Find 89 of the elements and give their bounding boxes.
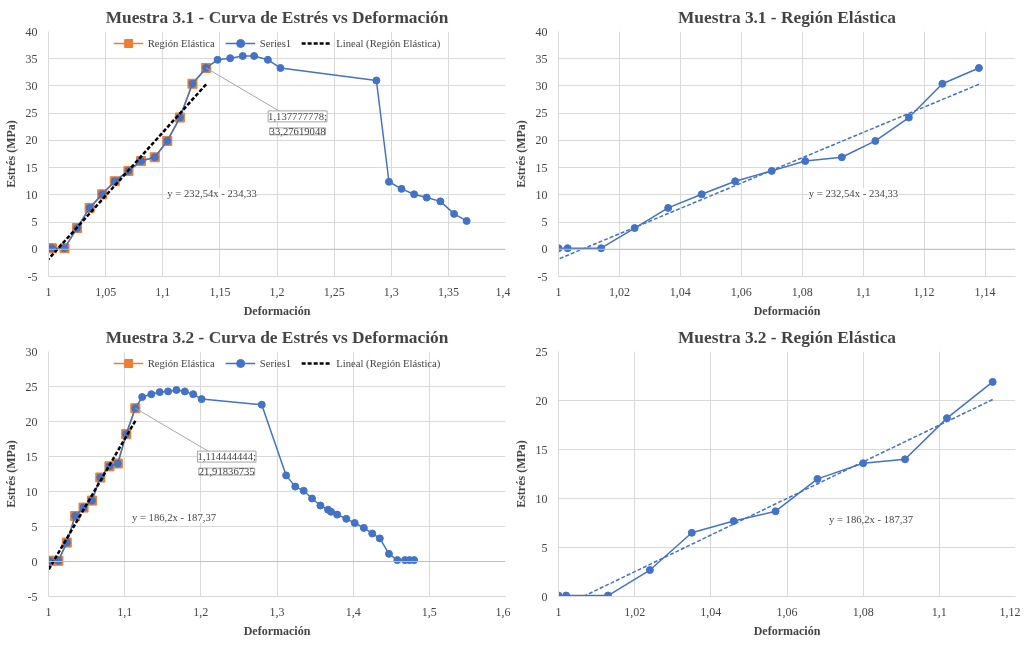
y-tick-label: 20 xyxy=(25,133,38,148)
y-tick-label: 20 xyxy=(25,414,38,429)
x-tick-label: 1,12 xyxy=(999,604,1021,619)
y-axis-title: Estrés (MPa) xyxy=(3,120,18,188)
chart-title: Muestra 3.1 - Región Elástica xyxy=(677,7,897,27)
x-axis-title: Deformación xyxy=(243,303,311,318)
annotation: y = 232,54x - 234,33 xyxy=(167,188,257,200)
x-tick-label: 1,05 xyxy=(95,284,117,299)
x-tick-label: 1 xyxy=(45,604,52,619)
y-tick-label: 0 xyxy=(31,554,38,569)
y-axis-title: Estrés (MPa) xyxy=(513,440,528,508)
annotation: 1,114444444; 21,91836735 xyxy=(197,451,257,478)
y-tick-label: 5 xyxy=(541,215,548,230)
x-tick-label: 1 xyxy=(555,284,562,299)
x-axis-title: Deformación xyxy=(243,623,311,638)
y-tick-label: 25 xyxy=(535,106,548,121)
y-tick-label: 10 xyxy=(535,187,548,202)
y-tick-label: -5 xyxy=(27,589,38,604)
y-tick-label: 5 xyxy=(31,215,38,230)
annotation: y = 232,54x - 234,33 xyxy=(808,188,899,200)
y-tick-label: 25 xyxy=(25,379,38,394)
y-tick-label: 10 xyxy=(25,484,38,499)
y-tick-label: 15 xyxy=(535,442,548,457)
x-tick-label: 1,08 xyxy=(852,604,874,619)
x-tick-label: 1,4 xyxy=(495,284,511,299)
y-tick-label: 20 xyxy=(535,133,548,148)
x-tick-label: 1,25 xyxy=(323,284,345,299)
y-tick-label: 30 xyxy=(25,78,38,93)
x-axis-title: Deformación xyxy=(753,303,821,318)
y-axis-title: Estrés (MPa) xyxy=(513,120,528,188)
legend-label: Lineal (Región Elástica) xyxy=(336,37,441,49)
y-tick-label: 0 xyxy=(541,242,548,257)
y-tick-label: 0 xyxy=(31,242,38,257)
y-tick-label: 20 xyxy=(535,393,548,408)
legend-label: Lineal (Región Elástica) xyxy=(336,357,441,369)
y-tick-label: 10 xyxy=(535,491,548,506)
y-tick-label: -5 xyxy=(537,269,548,284)
x-tick-label: 1,6 xyxy=(495,604,511,619)
y-tick-label: 40 xyxy=(535,24,548,39)
y-tick-label: -5 xyxy=(27,269,38,284)
x-tick-label: 1 xyxy=(45,284,52,299)
x-tick-label: 1,1 xyxy=(155,284,171,299)
legend-label: Región Elástica xyxy=(147,357,215,369)
x-tick-label: 1,14 xyxy=(974,284,996,299)
annotation: 1,137777778; 33,27619048 xyxy=(268,110,328,137)
x-tick-label: 1,3 xyxy=(269,604,285,619)
y-tick-label: 5 xyxy=(541,540,548,555)
legend-label: Series1 xyxy=(259,357,292,369)
y-tick-label: 25 xyxy=(535,344,548,359)
y-tick-label: 35 xyxy=(535,51,548,66)
x-tick-label: 1,1 xyxy=(117,604,133,619)
x-tick-label: 1,15 xyxy=(209,284,231,299)
y-tick-label: 15 xyxy=(25,449,38,464)
x-tick-label: 1,1 xyxy=(855,284,871,299)
x-tick-label: 1,06 xyxy=(730,284,752,299)
chart-title: Muestra 3.1 - Curva de Estrés vs Deformación xyxy=(105,7,449,27)
y-tick-label: 40 xyxy=(25,24,38,39)
x-tick-label: 1,02 xyxy=(624,604,646,619)
legend-label: Región Elástica xyxy=(147,37,215,49)
x-tick-label: 1,02 xyxy=(608,284,630,299)
x-tick-label: 1,2 xyxy=(269,284,285,299)
y-tick-label: 35 xyxy=(25,51,38,66)
y-axis-title: Estrés (MPa) xyxy=(3,440,18,508)
x-tick-label: 1,2 xyxy=(193,604,209,619)
x-tick-label: 1,06 xyxy=(776,604,798,619)
y-tick-label: 15 xyxy=(535,160,548,175)
x-tick-label: 1,04 xyxy=(669,284,691,299)
chart-title: Muestra 3.2 - Curva de Estrés vs Deformación xyxy=(105,327,449,347)
x-tick-label: 1,08 xyxy=(791,284,813,299)
chart-title: Muestra 3.2 - Región Elástica xyxy=(677,327,897,347)
y-tick-label: 25 xyxy=(25,106,38,121)
annotation: y = 186,2x - 187,37 xyxy=(131,511,217,523)
y-tick-label: 5 xyxy=(31,519,38,534)
x-tick-label: 1,04 xyxy=(700,604,722,619)
y-tick-label: 30 xyxy=(535,78,548,93)
y-tick-label: 15 xyxy=(25,160,38,175)
x-tick-label: 1,4 xyxy=(345,604,361,619)
x-tick-label: 1 xyxy=(555,604,562,619)
x-axis-title: Deformación xyxy=(753,623,821,638)
y-tick-label: 30 xyxy=(25,344,38,359)
y-tick-label: 10 xyxy=(25,187,38,202)
x-tick-label: 1,35 xyxy=(437,284,459,299)
annotation: y = 186,2x - 187,37 xyxy=(828,514,914,526)
x-tick-label: 1,12 xyxy=(913,284,935,299)
legend-label: Series1 xyxy=(259,37,292,49)
x-tick-label: 1,1 xyxy=(931,604,947,619)
x-tick-label: 1,3 xyxy=(383,284,399,299)
y-tick-label: 0 xyxy=(541,589,548,604)
x-tick-label: 1,5 xyxy=(421,604,437,619)
